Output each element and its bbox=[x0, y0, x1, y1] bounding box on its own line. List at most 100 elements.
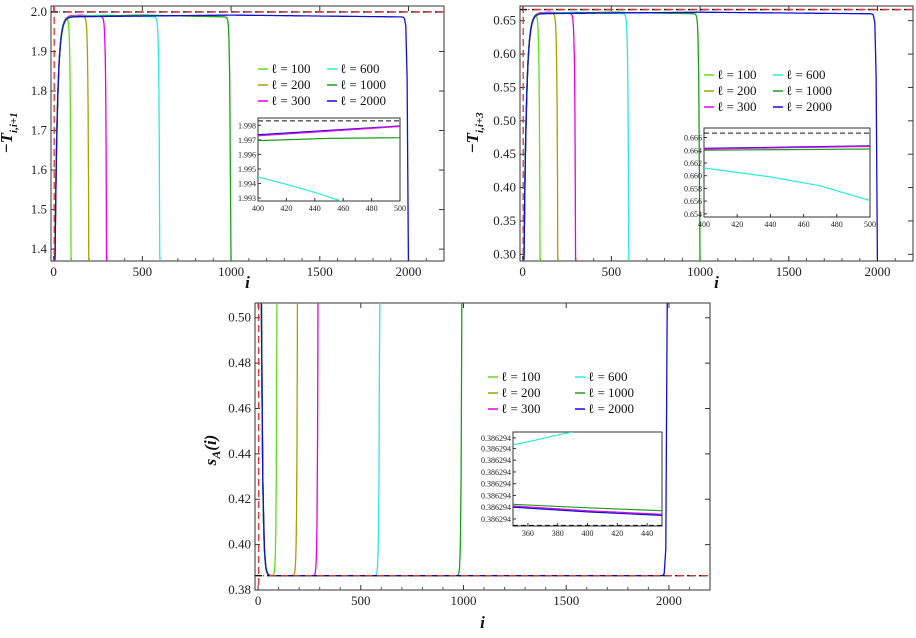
legend-label-1000: ℓ = 1000 bbox=[786, 83, 832, 98]
inset-line bbox=[513, 505, 662, 515]
y-tick-label: 0.30 bbox=[493, 246, 516, 261]
y-tick-label: 1.4 bbox=[31, 241, 48, 256]
series-line-300 bbox=[54, 14, 108, 261]
series-line-1000 bbox=[260, 303, 463, 577]
x-tick-label: 1500 bbox=[307, 264, 333, 279]
series-group bbox=[51, 6, 444, 261]
x-tick-label: 2000 bbox=[656, 593, 682, 608]
x-tick-label: 1500 bbox=[776, 264, 802, 279]
x-tick-label: 0 bbox=[50, 264, 57, 279]
y-tick-label: 0.40 bbox=[493, 180, 516, 195]
inset-line bbox=[704, 167, 870, 202]
inset-y-tick-label: 1.993 bbox=[238, 194, 256, 203]
legend-label-200: ℓ = 200 bbox=[271, 77, 311, 92]
y-tick-label: 0.40 bbox=[228, 537, 251, 552]
inset-line bbox=[513, 503, 662, 512]
inset-x-tick-label: 380 bbox=[552, 529, 564, 538]
inset-y-tick-label: 0.386294 bbox=[481, 444, 511, 453]
inset-y-tick-label: 0.386294 bbox=[481, 456, 511, 465]
x-tick-label: 1000 bbox=[450, 593, 476, 608]
inset-x-tick-label: 440 bbox=[764, 220, 776, 229]
inset-x-tick-label: 480 bbox=[831, 220, 843, 229]
inset-y-tick-label: 0.656 bbox=[684, 197, 702, 206]
inset-y-tick-label: 0.386294 bbox=[481, 468, 511, 477]
legend-label-300: ℓ = 300 bbox=[717, 99, 757, 114]
y-tick-label: 0.42 bbox=[228, 491, 251, 506]
legend-label-300: ℓ = 300 bbox=[501, 401, 541, 416]
inset-line bbox=[513, 506, 662, 516]
inset-line bbox=[704, 145, 870, 150]
inset-y-tick-label: 0.658 bbox=[684, 184, 702, 193]
plot-frame bbox=[50, 5, 445, 262]
y-tick-label: 0.45 bbox=[493, 146, 516, 161]
legend-label-2000: ℓ = 2000 bbox=[588, 401, 634, 416]
y-tick-label: 1.8 bbox=[31, 83, 47, 98]
inset-x-tick-label: 440 bbox=[309, 204, 321, 213]
series-group bbox=[255, 303, 710, 590]
inset-x-tick-label: 460 bbox=[337, 204, 349, 213]
series-line-2000 bbox=[522, 11, 879, 261]
inset-y-tick-label: 1.998 bbox=[238, 121, 256, 130]
inset-line bbox=[258, 125, 400, 137]
legend-label-2000: ℓ = 2000 bbox=[786, 99, 832, 114]
legend-label-600: ℓ = 600 bbox=[588, 369, 628, 384]
y-tick-label: 0.50 bbox=[228, 310, 251, 325]
inset-y-tick-label: 0.386294 bbox=[481, 515, 511, 524]
inset-top-left: 400 420 440 460 480 500 1.993 1.994 1.995 1.996 1.… bbox=[238, 117, 406, 213]
y-tick-label: 1.5 bbox=[31, 202, 47, 217]
chart-top-left: 0 500 1000 1500 2000 1.4 1.5 1.6 1.7 1.8 1.9 2.0 i −T… bbox=[0, 4, 445, 292]
series-line-300 bbox=[260, 303, 319, 577]
inset-y-tick-label: 0.386294 bbox=[481, 503, 511, 512]
y-tick-label: 0.60 bbox=[493, 46, 516, 61]
inset-y-tick-label: 0.386294 bbox=[481, 491, 511, 500]
inset-x-tick-label: 500 bbox=[864, 220, 876, 229]
inset-lines bbox=[704, 132, 870, 202]
inset-x-tick-label: 400 bbox=[582, 529, 594, 538]
y-tick-label: 1.6 bbox=[31, 162, 48, 177]
series-line-2000 bbox=[53, 14, 410, 261]
inset-x-tick-label: 480 bbox=[366, 204, 378, 213]
inset-y-tick-label: 1.996 bbox=[238, 150, 256, 159]
y-axis-label: −Ti,i+1 bbox=[0, 112, 20, 153]
inset-frame bbox=[703, 127, 871, 218]
legend-label-100: ℓ = 100 bbox=[501, 369, 541, 384]
series-line-1000 bbox=[54, 14, 232, 261]
x-tick-label: 1000 bbox=[687, 264, 713, 279]
x-tick-label: 2000 bbox=[396, 264, 422, 279]
x-tick-label: 0 bbox=[255, 593, 262, 608]
inset-x-tick-label: 500 bbox=[394, 204, 406, 213]
inset-x-tick-label: 400 bbox=[252, 204, 264, 213]
legend-label-2000: ℓ = 2000 bbox=[340, 93, 386, 108]
y-axis-label: sA(i) bbox=[201, 435, 223, 467]
y-tick-label: 0.46 bbox=[228, 400, 251, 415]
y-tick-label: 0.48 bbox=[228, 355, 251, 370]
inset-lines bbox=[258, 120, 400, 201]
inset-y-tick-label: 0.664 bbox=[684, 146, 702, 155]
inset-lines bbox=[513, 432, 662, 526]
x-tick-label: 1500 bbox=[553, 593, 579, 608]
legend-label-600: ℓ = 600 bbox=[786, 67, 826, 82]
x-tick-label: 500 bbox=[351, 593, 371, 608]
plot-frame bbox=[519, 5, 914, 262]
inset-x-tick-label: 420 bbox=[731, 220, 743, 229]
y-tick-label: 1.7 bbox=[31, 123, 48, 138]
inset-y-tick-label: 0.660 bbox=[684, 172, 702, 181]
inset-y-tick-label: 0.654 bbox=[684, 210, 702, 219]
inset-y-tick-label: 0.386294 bbox=[481, 480, 511, 489]
legend-label-1000: ℓ = 1000 bbox=[340, 77, 386, 92]
inset-line bbox=[258, 176, 343, 201]
legend-label-200: ℓ = 200 bbox=[717, 83, 757, 98]
inset-x-tick-label: 460 bbox=[798, 220, 810, 229]
inset-y-tick-label: 0.662 bbox=[684, 159, 702, 168]
y-tick-label: 2.0 bbox=[31, 4, 47, 19]
inset-line bbox=[513, 432, 573, 446]
inset-x-tick-label: 360 bbox=[522, 529, 534, 538]
inset-y-tick-label: 0.666 bbox=[684, 134, 702, 143]
plot-frame bbox=[254, 302, 711, 591]
inset-y-tick-label: 1.997 bbox=[238, 136, 256, 145]
inset-line bbox=[258, 137, 400, 142]
y-tick-label: 0.65 bbox=[493, 13, 516, 28]
y-tick-label: 0.50 bbox=[493, 113, 516, 128]
y-tick-label: 0.35 bbox=[493, 213, 516, 228]
